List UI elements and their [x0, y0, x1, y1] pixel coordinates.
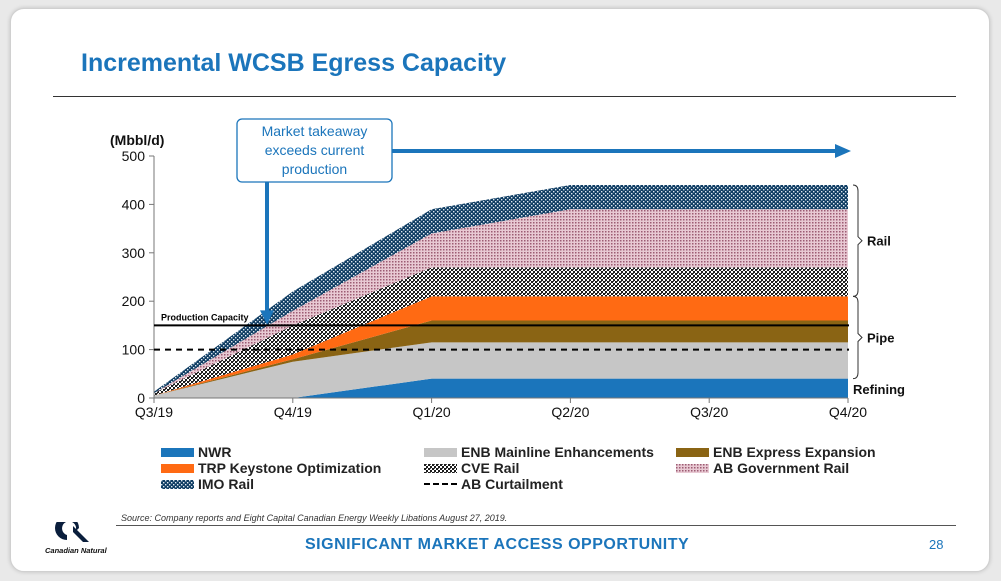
legend-item: AB Curtailment: [424, 476, 563, 492]
logo-wordmark: Canadian Natural: [45, 546, 107, 555]
bracket-pipe: [852, 295, 863, 380]
legend-swatch: [161, 463, 194, 473]
legend-item: TRP Keystone Optimization: [161, 460, 381, 476]
x-tick-label: Q4/20: [829, 404, 867, 420]
y-tick-label: 0: [137, 390, 145, 406]
y-tick-label: 100: [122, 342, 146, 358]
legend-swatch: [424, 483, 457, 485]
refining-label: Refining: [853, 382, 905, 397]
page-number: 28: [929, 537, 944, 552]
y-axis-label: (Mbbl/d): [110, 132, 164, 148]
x-tick-label: Q1/20: [413, 404, 451, 420]
series-area-cve-rail: [154, 267, 848, 396]
legend-label: AB Curtailment: [461, 476, 563, 492]
callout-text-line: production: [282, 161, 347, 177]
footer-divider: [116, 525, 956, 526]
legend-label: IMO Rail: [198, 476, 255, 492]
legend-item: AB Government Rail: [676, 460, 849, 476]
title-divider: [53, 96, 956, 97]
bracket-label-rail: Rail: [867, 234, 891, 249]
chart-annotations: Production Capacity Rail Pipe Refining Marke…: [161, 118, 905, 397]
legend-item: ENB Express Expansion: [676, 444, 876, 460]
footer-tagline: SIGNIFICANT MARKET ACCESS OPPORTUNITY: [305, 536, 690, 553]
x-tick-label: Q2/20: [551, 404, 589, 420]
company-logo: [55, 522, 89, 542]
y-tick-label: 200: [122, 293, 146, 309]
legend-item: CVE Rail: [424, 460, 519, 476]
legend-swatch: [676, 447, 709, 457]
bracket-rail: [852, 184, 863, 297]
arrow-down-head: [260, 310, 274, 325]
legend-label: NWR: [198, 444, 232, 460]
chart-legend: NWR ENB Mainline Enhancements ENB Expres…: [161, 444, 921, 504]
legend-label: CVE Rail: [461, 460, 520, 476]
bracket-label-pipe: Pipe: [867, 331, 894, 346]
legend-item: NWR: [161, 444, 231, 460]
legend-swatch: [424, 447, 457, 457]
legend-item: IMO Rail: [161, 476, 254, 492]
chart: 0 100 200 300 400 500 Q3/19 Q4/19 Q1/20 Q2/20 Q3/2…: [110, 118, 905, 420]
series-area-nwr: [154, 378, 848, 398]
series-area-enb-mainline-enhancements: [154, 342, 848, 398]
legend-label: TRP Keystone Optimization: [198, 460, 382, 476]
y-tick-label: 500: [122, 148, 146, 164]
series-area-imo-rail: [154, 185, 848, 394]
legend-item: ENB Mainline Enhancements: [424, 444, 654, 460]
y-tick-label: 400: [122, 196, 146, 212]
legend-swatch: [161, 479, 194, 489]
legend-label: ENB Express Expansion: [713, 444, 876, 460]
arrow-right-head: [835, 144, 851, 158]
legend-label: ENB Mainline Enhancements: [461, 444, 654, 460]
series-area-ab-government-rail: [154, 209, 848, 394]
callout-text-line: Market takeaway: [262, 123, 368, 139]
legend-swatch: [424, 463, 457, 473]
series-area-enb-express-expansion: [154, 320, 848, 396]
slide: Incremental WCSB Egress Capacity 0 100 200…: [10, 8, 990, 572]
legend-swatch: [676, 463, 709, 473]
legend-label: AB Government Rail: [713, 460, 850, 476]
legend-swatch: [161, 447, 194, 457]
slide-title: Incremental WCSB Egress Capacity: [81, 49, 507, 77]
x-tick-label: Q4/19: [274, 404, 312, 420]
source-note: Source: Company reports and Eight Capita…: [121, 513, 508, 523]
series-area-trp-keystone-optimization: [154, 296, 848, 396]
x-tick-label: Q3/20: [690, 404, 728, 420]
callout-text-line: exceeds current: [265, 142, 365, 158]
production-capacity-label: Production Capacity: [161, 312, 249, 322]
y-tick-label: 300: [122, 245, 146, 261]
plot-area: 0 100 200 300 400 500 Q3/19 Q4/19 Q1/20 Q2/20 Q3/2…: [110, 132, 867, 420]
x-tick-label: Q3/19: [135, 404, 173, 420]
